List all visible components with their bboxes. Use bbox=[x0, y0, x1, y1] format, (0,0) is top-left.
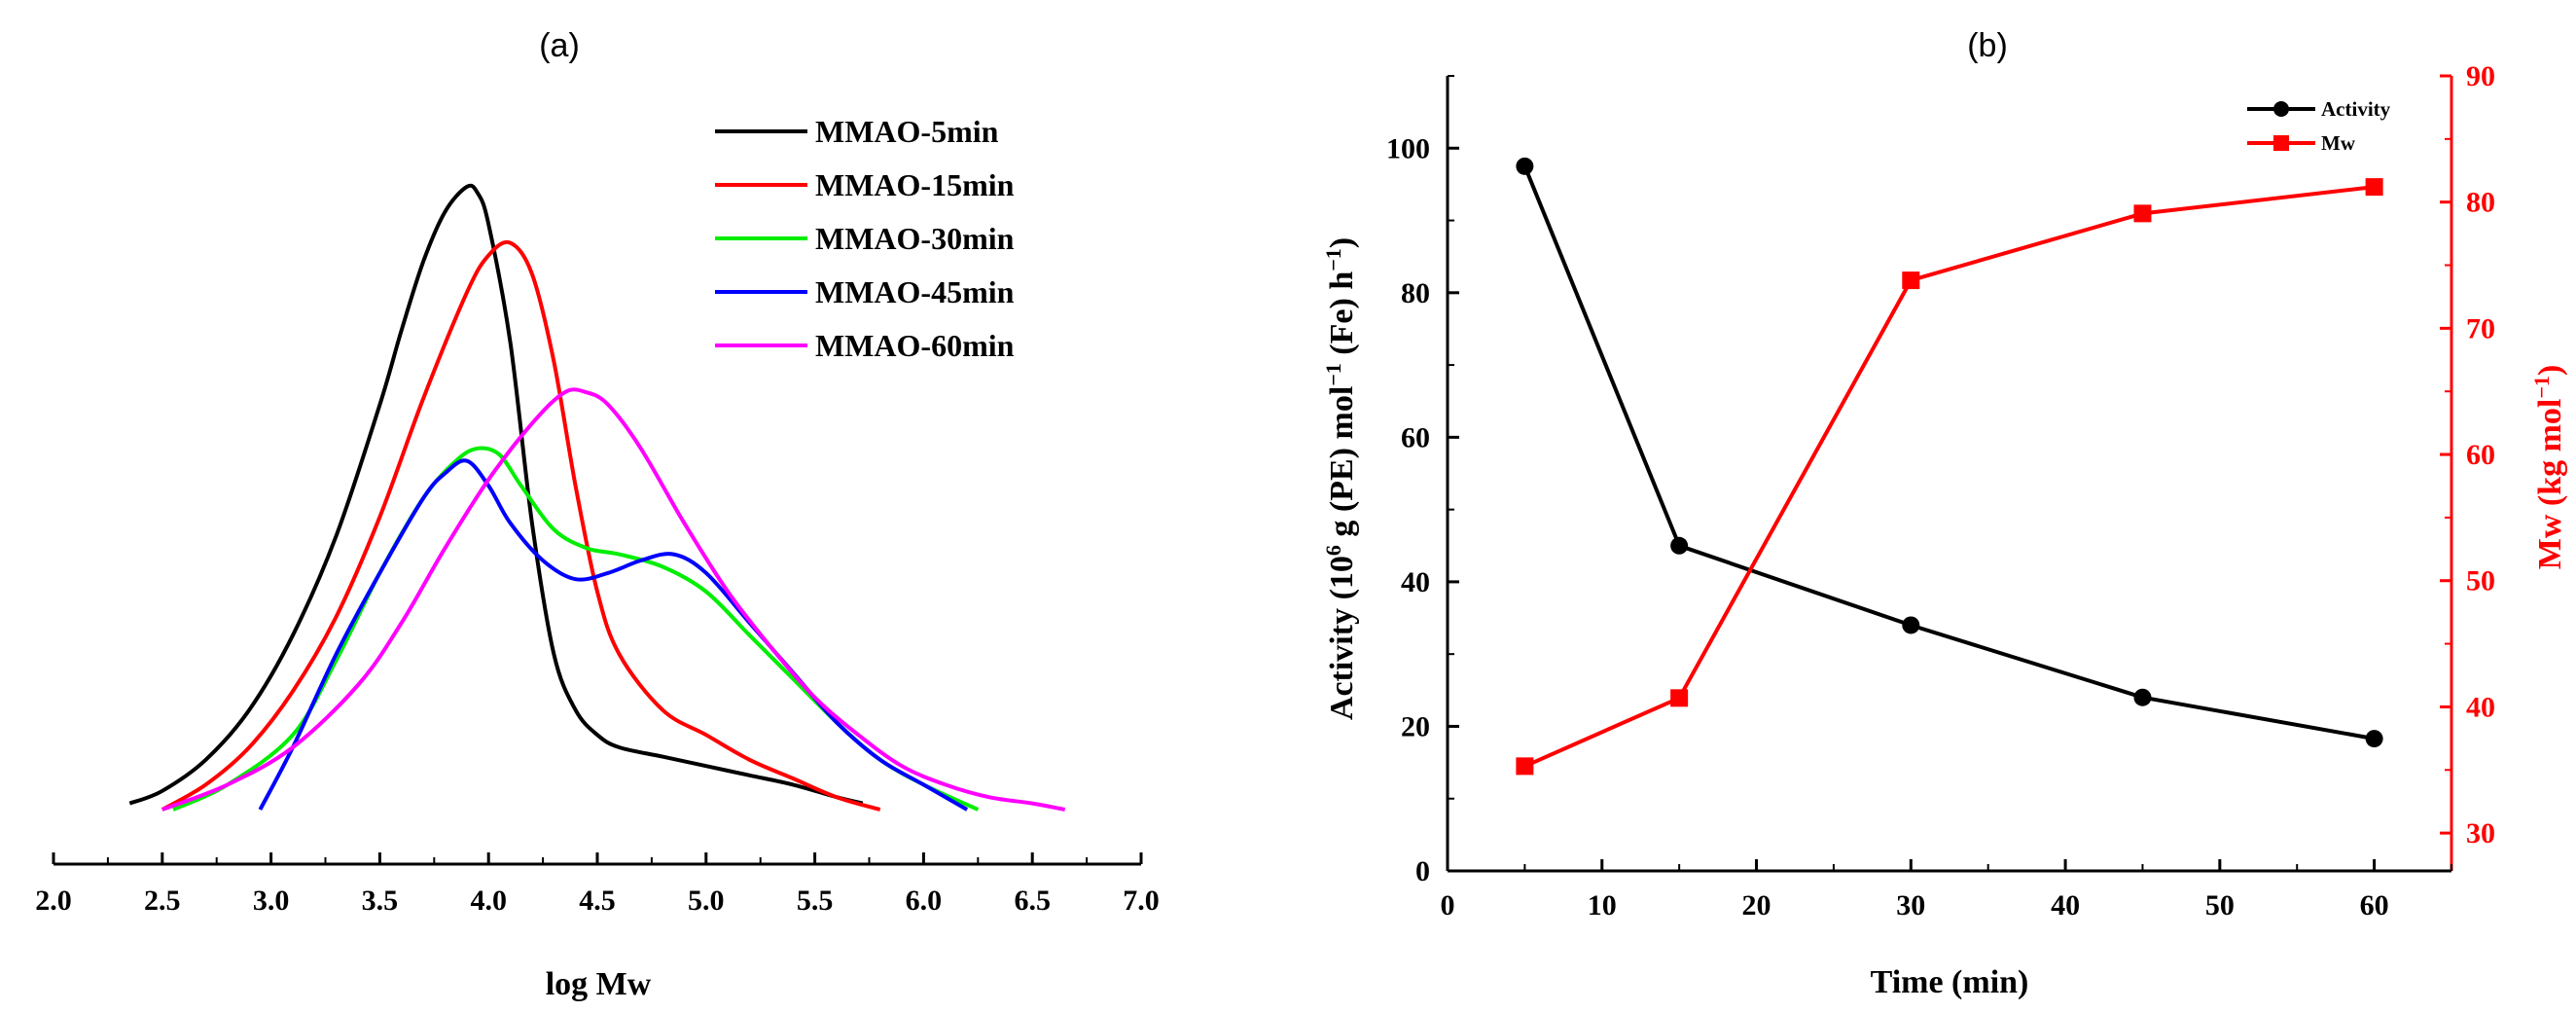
legend-label-mmao-60min: MMAO-60min bbox=[815, 328, 1015, 363]
panel-b-x-tick-label: 0 bbox=[1441, 889, 1455, 922]
panel-a-x-tick-label: 5.0 bbox=[688, 885, 725, 917]
panel-b-label: (b) bbox=[1967, 27, 2008, 64]
panel-a-x-ticks: 2.0 2.5 3.0 3.5 4.0 4.5 5.0 5.5 6.0 6.5 7.0 bbox=[35, 852, 1160, 917]
legend-marker-mw bbox=[2273, 135, 2289, 151]
panel-b-left-tick-label: 20 bbox=[1401, 710, 1430, 742]
panel-b-left-tick-label: 100 bbox=[1386, 132, 1430, 164]
legend-label-mmao-15min: MMAO-15min bbox=[815, 167, 1015, 202]
panel-b-right-tick-label: 80 bbox=[2466, 187, 2495, 219]
panel-b-x-tick-label: 30 bbox=[1896, 889, 1925, 922]
series-mmao-5min bbox=[128, 183, 864, 806]
panel-b-right-tick-label: 40 bbox=[2466, 691, 2495, 723]
legend-label-mw: Mw bbox=[2321, 131, 2356, 155]
panel-b-right-tick-label: 90 bbox=[2466, 60, 2495, 92]
series-activity-point bbox=[2133, 688, 2152, 706]
series-activity-point bbox=[1516, 157, 1534, 175]
series-mmao-15min bbox=[161, 239, 881, 812]
panel-b-right-tick-label: 50 bbox=[2466, 565, 2495, 597]
panel-b-right-ticks: 30 40 50 60 70 80 90 bbox=[2440, 60, 2495, 849]
panel-a-x-tick-label: 7.0 bbox=[1123, 885, 1160, 917]
panel-b-left-ticks: 0 20 40 60 80 100 bbox=[1386, 75, 1459, 887]
legend-label-mmao-45min: MMAO-45min bbox=[815, 274, 1015, 309]
panel-b-series bbox=[1516, 157, 2383, 776]
panel-b-x-axis-title: Time (min) bbox=[1871, 964, 2029, 1000]
series-activity-point bbox=[1902, 616, 1920, 634]
panel-b-left-tick-label: 40 bbox=[1401, 566, 1430, 598]
panel-a-x-tick-label: 6.5 bbox=[1014, 885, 1051, 917]
panel-b: (b) 0 10 20 30 40 50 60 0 20 40 60 80 100 30 40 50 60 7… bbox=[1321, 27, 2569, 1000]
panel-b-right-axis-title: Mw (kg mol−1) bbox=[2529, 365, 2569, 570]
series-activity-line bbox=[1522, 165, 2375, 741]
panel-b-x-tick-label: 60 bbox=[2360, 889, 2389, 922]
panel-b-left-tick-label: 60 bbox=[1401, 421, 1430, 453]
legend-marker-activity bbox=[2273, 101, 2289, 117]
panel-a-x-tick-label: 2.0 bbox=[35, 885, 72, 917]
series-activity-point bbox=[2365, 730, 2383, 748]
panel-b-left-axis-title: Activity (106 g (PE) mol−1 (Fe) h−1) bbox=[1321, 237, 1361, 720]
panel-b-left-tick-label: 80 bbox=[1401, 277, 1430, 309]
panel-b-right-tick-label: 70 bbox=[2466, 312, 2495, 344]
panel-a-x-tick-label: 4.5 bbox=[579, 885, 616, 917]
panel-b-x-tick-label: 10 bbox=[1588, 889, 1617, 922]
series-mw-point bbox=[1670, 689, 1689, 707]
legend-label-activity: Activity bbox=[2321, 97, 2391, 121]
panel-a-x-tick-label: 3.5 bbox=[362, 885, 399, 917]
panel-b-left-tick-label: 0 bbox=[1415, 855, 1430, 887]
panel-a-x-tick-label: 4.0 bbox=[470, 885, 507, 917]
legend-label-mmao-5min: MMAO-5min bbox=[815, 114, 999, 149]
legend-label-mmao-30min: MMAO-30min bbox=[815, 221, 1015, 256]
panel-a-x-tick-label: 6.0 bbox=[906, 885, 943, 917]
series-mw-point bbox=[2133, 204, 2152, 223]
series-activity-point bbox=[1670, 536, 1689, 555]
series-mw-point bbox=[1902, 271, 1920, 290]
panel-b-right-tick-label: 30 bbox=[2466, 817, 2495, 849]
panel-a: (a) 2.0 2.5 3.0 3.5 4.0 4.5 5.0 5.5 6.0 6.5 7.0 lo… bbox=[35, 27, 1160, 1002]
series-mw-point bbox=[2365, 178, 2383, 197]
panel-a-legend: MMAO-5min MMAO-15min MMAO-30min MMAO-45min M… bbox=[715, 114, 1015, 363]
panel-b-x-tick-label: 40 bbox=[2051, 889, 2080, 922]
panel-a-x-tick-label: 3.0 bbox=[253, 885, 290, 917]
panel-a-x-tick-label: 5.5 bbox=[797, 885, 834, 917]
series-mw-point bbox=[1516, 757, 1534, 776]
series-mmao-60min bbox=[161, 387, 1066, 812]
panel-a-label: (a) bbox=[539, 27, 580, 64]
panel-b-x-tick-label: 20 bbox=[1742, 889, 1771, 922]
panel-b-legend: Activity Mw bbox=[2247, 97, 2391, 155]
panel-a-x-tick-label: 2.5 bbox=[144, 885, 181, 917]
panel-a-curves bbox=[128, 183, 1066, 812]
panel-b-x-ticks: 0 10 20 30 40 50 60 bbox=[1441, 859, 2452, 922]
panel-b-x-tick-label: 50 bbox=[2205, 889, 2235, 922]
panel-a-x-axis-title: log Mw bbox=[546, 966, 652, 1002]
panel-b-right-tick-label: 60 bbox=[2466, 439, 2495, 471]
series-mmao-45min bbox=[258, 458, 969, 812]
